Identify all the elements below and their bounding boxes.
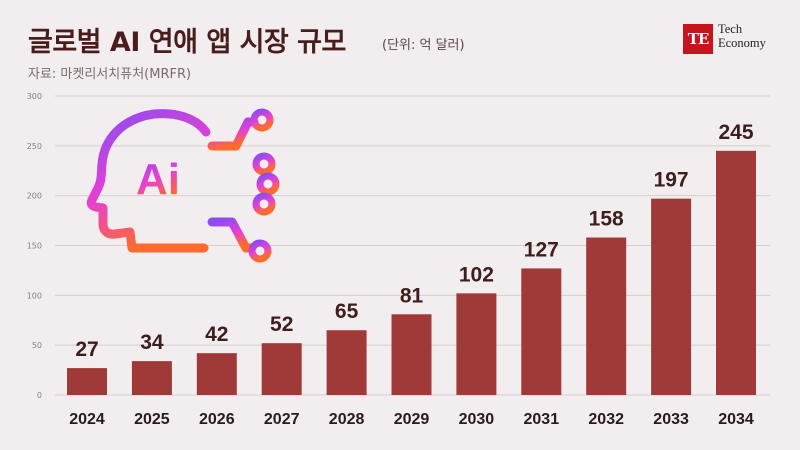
value-label: 81 (400, 284, 424, 307)
x-tick-label: 2033 (653, 411, 689, 428)
logo-mark: TE (683, 24, 713, 54)
y-tick-label: 200 (27, 192, 42, 201)
logo-line-2: Economy (718, 36, 766, 50)
bar-2030 (456, 293, 497, 395)
bar-2032 (586, 237, 627, 395)
x-tick-label: 2034 (718, 411, 754, 428)
x-axis-ticks: 2024 2025 2026 2027 2028 2029 2030 2031 2032 2033… (69, 411, 754, 428)
value-label: 197 (654, 169, 689, 192)
x-tick-label: 2028 (329, 411, 365, 428)
value-label: 34 (140, 331, 164, 354)
x-tick-label: 2025 (134, 411, 170, 428)
bar-2029 (391, 314, 432, 395)
value-label: 52 (270, 313, 293, 336)
bar-2028 (326, 330, 367, 395)
bar-2026 (196, 353, 237, 395)
y-tick-label: 50 (32, 341, 42, 350)
ai-text: Ai (136, 155, 180, 204)
source-label: 자료: 마켓리서치퓨처(MRFR) (28, 67, 192, 82)
y-tick-label: 300 (27, 92, 42, 101)
value-label: 42 (205, 323, 228, 346)
value-labels: 27 34 42 52 65 81 102 127 158 197 245 (75, 121, 754, 361)
bar-2025 (131, 361, 172, 395)
bar-2034 (716, 150, 756, 395)
chart-title: 글로벌 AI 연애 앱 시장 규모 (28, 27, 346, 58)
x-tick-label: 2031 (524, 411, 560, 428)
x-tick-label: 2024 (69, 411, 105, 428)
x-tick-label: 2026 (199, 411, 235, 428)
x-tick-label: 2030 (459, 411, 495, 428)
x-tick-label: 2027 (264, 411, 300, 428)
y-tick-label: 0 (37, 391, 42, 400)
x-tick-label: 2032 (588, 411, 624, 428)
bar-2024 (67, 368, 107, 395)
value-label: 245 (718, 121, 753, 144)
y-tick-label: 150 (27, 242, 42, 251)
bar-2033 (651, 198, 692, 395)
value-label: 27 (75, 338, 98, 361)
logo-line-1: Tech (718, 22, 743, 36)
bar-2031 (521, 268, 562, 395)
y-axis-ticks: 0 50 100 150 200 250 300 (27, 92, 42, 400)
bars (67, 150, 756, 395)
x-tick-label: 2029 (394, 411, 430, 428)
logo-wordmark: Tech Economy (718, 22, 766, 50)
unit-label: (단위: 억 달러) (382, 38, 465, 53)
value-label: 102 (459, 263, 494, 286)
value-label: 127 (524, 238, 559, 261)
value-label: 158 (589, 208, 624, 231)
tech-economy-logo: TE Tech Economy (683, 22, 793, 62)
y-tick-label: 250 (27, 142, 42, 151)
y-tick-label: 100 (27, 291, 42, 300)
value-label: 65 (335, 300, 359, 323)
bar-2027 (261, 343, 302, 395)
ai-head-circuit-icon: Ai (86, 108, 280, 263)
